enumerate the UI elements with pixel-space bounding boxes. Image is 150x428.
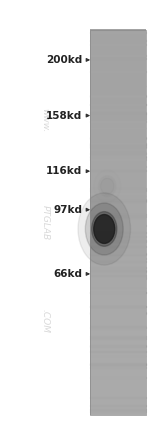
Bar: [90, 277, 146, 279]
Bar: [90, 246, 146, 247]
Bar: [90, 313, 146, 314]
Bar: [90, 170, 146, 171]
Bar: [90, 271, 146, 272]
Text: 116kd: 116kd: [46, 166, 82, 176]
Text: 158kd: 158kd: [46, 110, 82, 121]
Bar: [90, 58, 146, 59]
Bar: [90, 236, 146, 237]
Text: PTGLAB: PTGLAB: [40, 205, 50, 240]
Bar: [90, 351, 146, 352]
Bar: [90, 306, 146, 307]
Bar: [90, 272, 146, 273]
Bar: [90, 166, 146, 167]
Bar: [90, 326, 146, 327]
Bar: [90, 147, 146, 148]
Bar: [90, 253, 146, 254]
Bar: [90, 119, 146, 121]
Bar: [90, 312, 146, 313]
Bar: [90, 199, 146, 200]
Ellipse shape: [85, 203, 123, 255]
Bar: [90, 116, 146, 117]
Bar: [90, 112, 146, 113]
Bar: [90, 363, 146, 365]
Bar: [90, 32, 146, 33]
Bar: [90, 367, 146, 368]
Bar: [90, 292, 146, 294]
Bar: [90, 153, 146, 154]
Bar: [90, 405, 146, 407]
Bar: [90, 216, 146, 217]
Bar: [90, 258, 146, 259]
Ellipse shape: [100, 178, 114, 194]
Bar: [90, 156, 146, 157]
Bar: [90, 159, 146, 160]
Bar: [90, 157, 146, 158]
Bar: [90, 104, 146, 105]
Bar: [90, 118, 146, 119]
Bar: [90, 138, 146, 139]
Bar: [90, 241, 146, 242]
Ellipse shape: [94, 214, 115, 244]
Bar: [90, 346, 146, 347]
Bar: [90, 345, 146, 346]
Bar: [90, 113, 146, 114]
Bar: [90, 40, 146, 41]
Text: www.: www.: [40, 108, 50, 132]
Bar: [90, 270, 146, 271]
Bar: [90, 306, 146, 307]
Bar: [90, 137, 146, 138]
Bar: [90, 356, 146, 357]
Bar: [90, 44, 146, 45]
Bar: [90, 411, 146, 412]
Bar: [90, 261, 146, 262]
Text: 200kd: 200kd: [46, 55, 82, 65]
Bar: [90, 199, 146, 201]
Ellipse shape: [78, 193, 130, 265]
Bar: [90, 225, 146, 226]
Text: .COM: .COM: [40, 309, 50, 333]
Bar: [90, 232, 146, 233]
Bar: [90, 71, 146, 72]
Bar: [90, 254, 146, 255]
Bar: [90, 336, 146, 337]
Bar: [90, 201, 146, 202]
Ellipse shape: [98, 176, 116, 196]
Bar: [90, 55, 146, 56]
Bar: [90, 397, 146, 398]
Bar: [90, 104, 146, 105]
Bar: [90, 409, 146, 410]
Bar: [90, 95, 146, 96]
Ellipse shape: [92, 212, 117, 247]
Text: 66kd: 66kd: [54, 269, 82, 279]
Bar: [90, 187, 146, 189]
Bar: [90, 377, 146, 378]
Bar: [90, 292, 146, 293]
Bar: [90, 30, 146, 415]
Bar: [90, 96, 146, 97]
Text: 97kd: 97kd: [54, 205, 82, 215]
Bar: [90, 190, 146, 191]
Bar: [90, 144, 146, 146]
Bar: [90, 275, 146, 276]
Bar: [90, 145, 146, 146]
